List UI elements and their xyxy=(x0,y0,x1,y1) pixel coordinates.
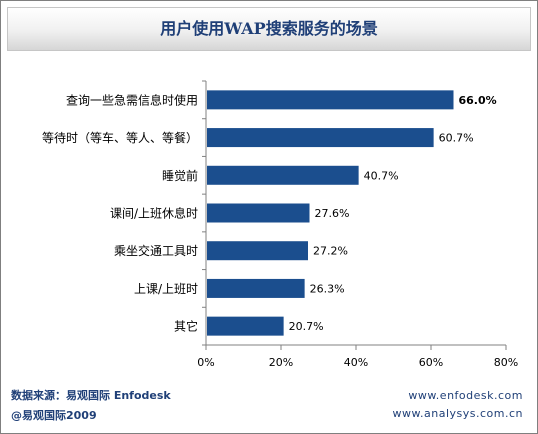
analysys-url: www.analysys.com.cn xyxy=(392,407,523,420)
category-label: 乘坐交通工具时 xyxy=(114,243,198,258)
value-label: 27.6% xyxy=(315,207,350,220)
category-label: 睡觉前 xyxy=(162,168,198,183)
bar xyxy=(207,128,434,148)
bar xyxy=(207,278,305,298)
x-tick-label: 0% xyxy=(197,356,214,369)
enfodesk-url: www.enfodesk.com xyxy=(408,389,523,402)
category-label: 其它 xyxy=(174,319,198,334)
bar xyxy=(207,90,454,110)
value-label: 20.7% xyxy=(289,320,324,333)
category-label: 查询一些急需信息时使用 xyxy=(66,92,198,107)
title-band: 用户使用WAP搜索服务的场景 xyxy=(7,7,531,51)
x-tick-label: 60% xyxy=(419,356,443,369)
bar xyxy=(207,203,310,223)
chart-title: 用户使用WAP搜索服务的场景 xyxy=(160,19,378,38)
bar xyxy=(207,241,308,261)
value-label: 60.7% xyxy=(439,132,474,145)
category-label: 上课/上班时 xyxy=(134,282,198,296)
bar xyxy=(207,316,284,336)
value-label: 27.2% xyxy=(313,245,348,258)
value-label: 66.0% xyxy=(459,94,497,107)
x-tick-label: 80% xyxy=(494,356,518,369)
copyright-text: @易观国际2009 xyxy=(11,409,97,422)
x-tick-label: 40% xyxy=(344,356,368,369)
bar xyxy=(207,165,359,185)
x-tick-label: 20% xyxy=(269,356,293,369)
value-label: 26.3% xyxy=(310,282,345,295)
source-text: 数据来源：易观国际 Enfodesk xyxy=(11,389,171,402)
category-label: 课间/上班休息时 xyxy=(110,206,198,221)
category-label: 等待时（等车、等人、等餐） xyxy=(42,130,198,145)
value-label: 40.7% xyxy=(364,169,399,182)
